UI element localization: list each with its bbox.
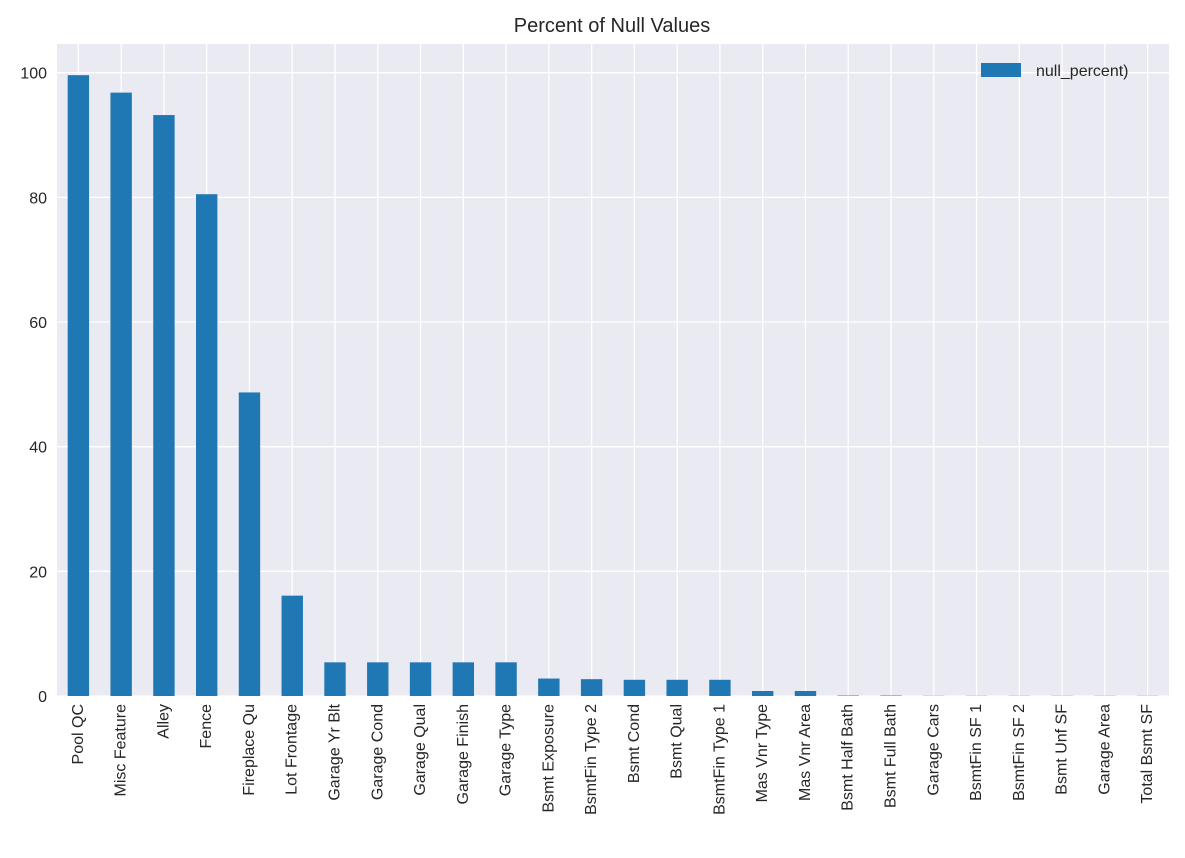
x-tick-label: Bsmt Qual xyxy=(669,704,686,779)
x-tick-label: Garage Area xyxy=(1096,704,1113,795)
chart-title: Percent of Null Values xyxy=(514,15,710,37)
x-tick-label: Garage Cond xyxy=(369,704,386,800)
legend-swatch xyxy=(981,63,1021,77)
x-tick-label: Bsmt Full Bath xyxy=(883,704,900,808)
y-tick-label: 60 xyxy=(29,315,47,332)
x-tick-label: Fireplace Qu xyxy=(241,704,258,796)
bar xyxy=(666,679,688,696)
bar xyxy=(709,679,731,696)
x-tick-label: Bsmt Exposure xyxy=(540,704,557,813)
bar xyxy=(324,662,346,696)
bar xyxy=(110,92,132,696)
bar xyxy=(409,662,432,696)
bars xyxy=(67,75,1159,697)
x-tick-label: Lot Frontage xyxy=(284,704,301,795)
bar xyxy=(367,662,389,696)
x-tick-label: Bsmt Half Bath xyxy=(840,704,857,811)
x-tick-label: Mas Vnr Type xyxy=(754,704,771,803)
bar xyxy=(452,662,474,696)
x-tick-label: Bsmt Unf SF xyxy=(1054,704,1071,795)
bar xyxy=(153,115,175,697)
legend-label: null_percent) xyxy=(1036,63,1129,80)
x-tick-label: Bsmt Cond xyxy=(626,704,643,783)
y-tick-label: 80 xyxy=(29,190,47,207)
x-tick-label: Fence xyxy=(198,704,215,749)
x-tick-label: Garage Qual xyxy=(412,704,429,796)
x-tick-label: BsmtFin Type 2 xyxy=(583,704,600,815)
x-tick-label: Misc Feature xyxy=(113,704,130,797)
legend: null_percent) xyxy=(981,63,1129,80)
bar xyxy=(281,595,303,696)
bar xyxy=(196,194,218,696)
y-tick-label: 40 xyxy=(29,440,47,457)
y-tick-label: 100 xyxy=(20,66,47,83)
x-tick-label: Garage Cars xyxy=(925,704,942,796)
y-axis-ticks: 0 20 40 60 80 100 xyxy=(20,66,47,706)
y-tick-label: 0 xyxy=(38,689,47,706)
x-tick-label: Total Bsmt SF xyxy=(1139,704,1156,804)
bar xyxy=(67,75,90,696)
bar xyxy=(580,679,603,696)
x-tick-label: Garage Finish xyxy=(455,704,472,805)
x-tick-label: Garage Type xyxy=(498,704,515,796)
x-axis-ticks: Pool QC Misc Feature Alley Fence Fireplace Q… xyxy=(70,703,1156,814)
x-tick-label: BsmtFin SF 1 xyxy=(968,704,985,801)
bar xyxy=(238,392,261,696)
bar xyxy=(495,662,517,696)
y-tick-label: 20 xyxy=(29,564,47,581)
bar xyxy=(623,679,646,696)
x-tick-label: BsmtFin SF 2 xyxy=(1011,704,1028,801)
x-tick-label: BsmtFin Type 1 xyxy=(711,704,728,815)
plot-area xyxy=(57,44,1169,696)
x-tick-label: Garage Yr Blt xyxy=(327,703,344,800)
x-tick-label: Pool QC xyxy=(70,704,87,764)
x-tick-label: Mas Vnr Area xyxy=(797,704,814,801)
x-tick-label: Alley xyxy=(155,704,172,739)
bar xyxy=(538,678,560,696)
gridlines xyxy=(57,44,1169,697)
bar xyxy=(794,691,817,696)
bar xyxy=(752,691,774,696)
